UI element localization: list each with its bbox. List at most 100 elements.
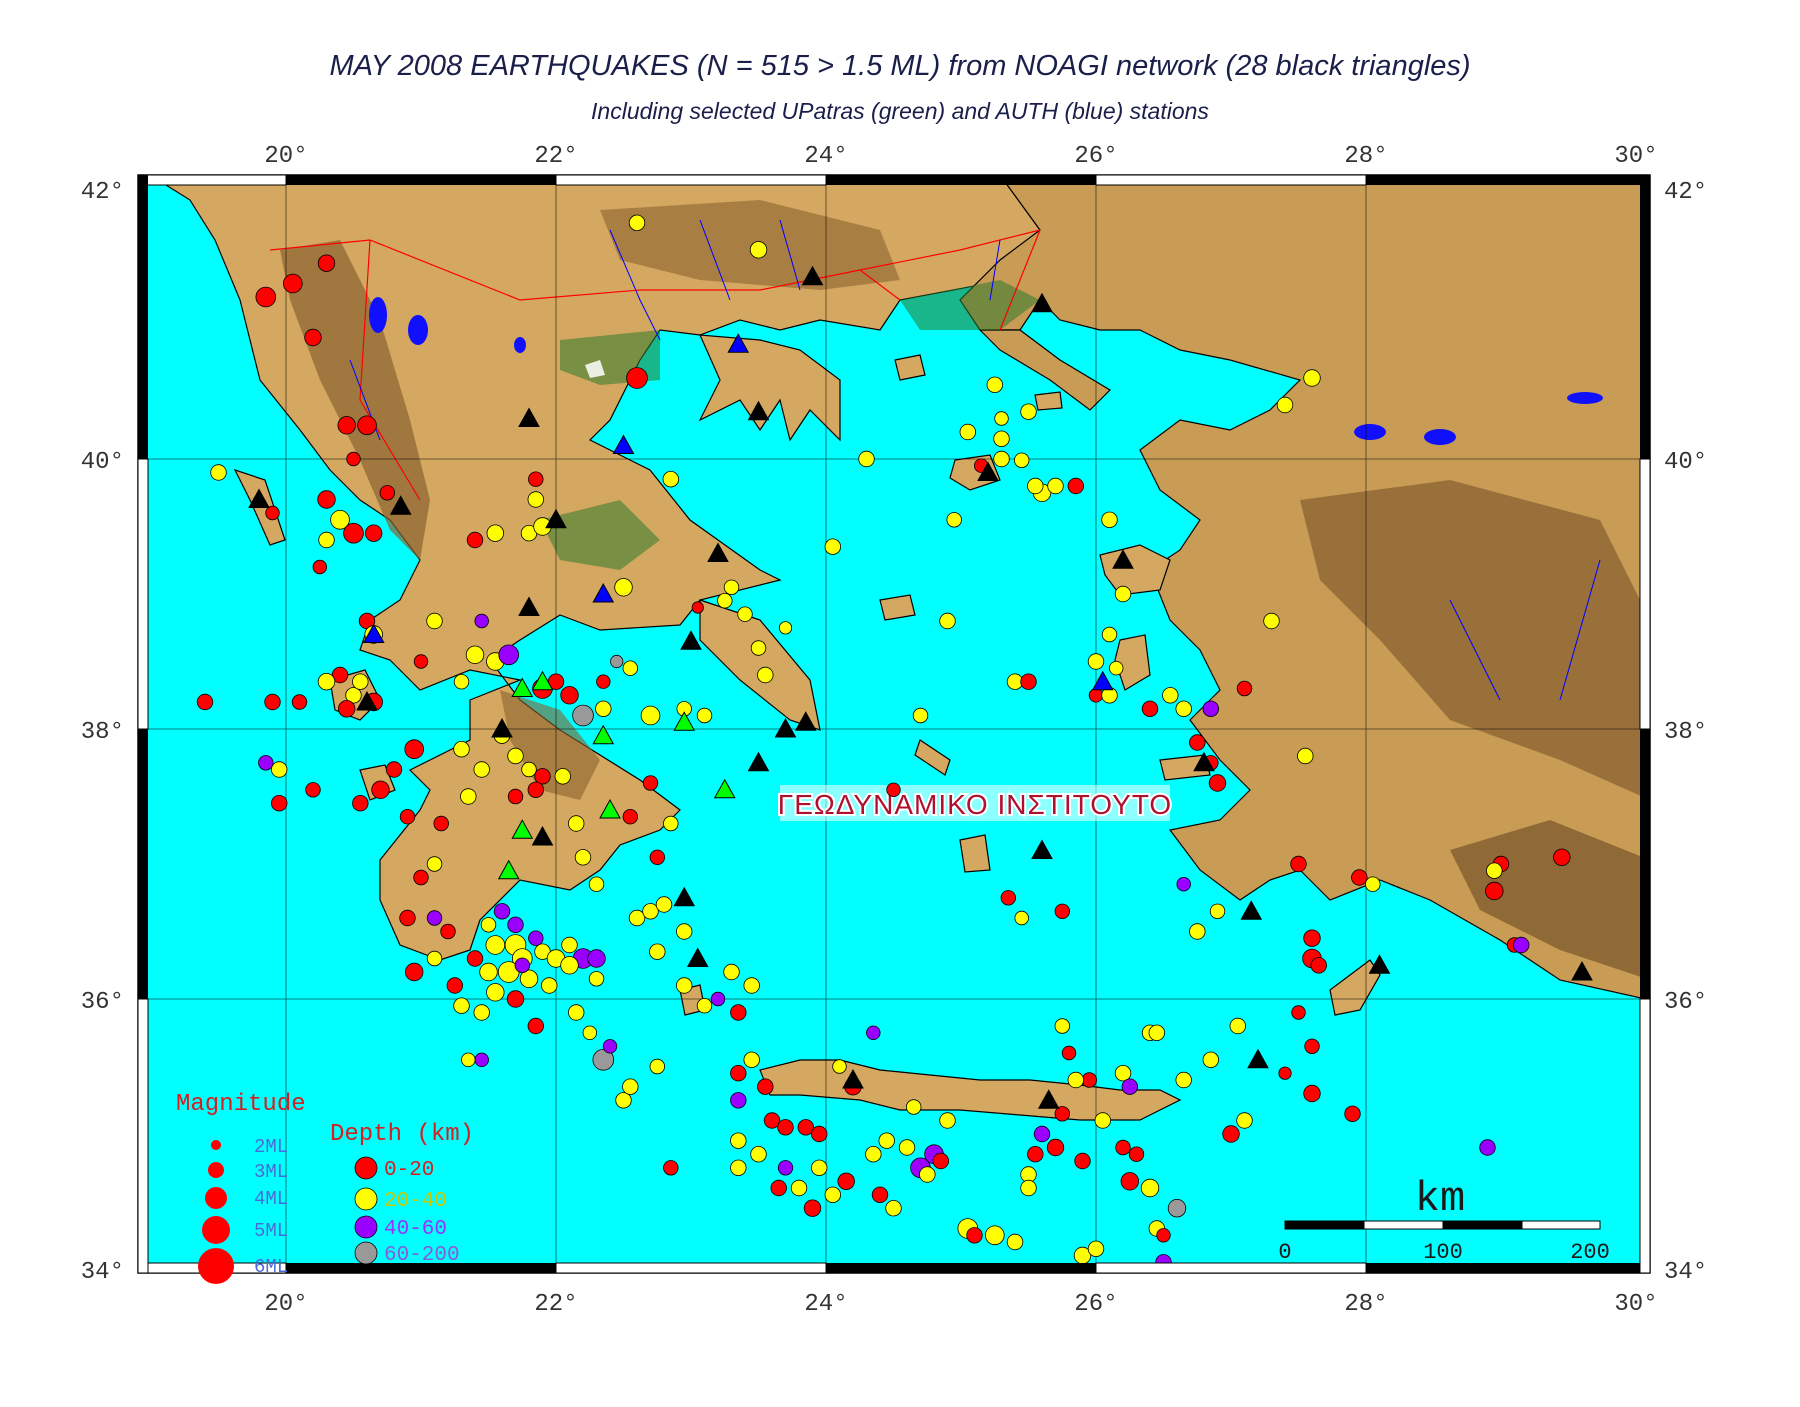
legend-depth-title: Depth (km)	[330, 1121, 474, 1148]
earthquake-marker	[871, 1186, 889, 1204]
earthquake-marker	[1162, 687, 1179, 704]
earthquake-marker	[596, 674, 611, 689]
earthquake-marker	[1054, 1106, 1071, 1122]
earthquake-marker	[696, 998, 713, 1014]
auth-station-marker	[612, 434, 635, 454]
earthquake-marker	[885, 1199, 902, 1217]
earthquake-marker	[440, 923, 456, 940]
earthquake-marker	[474, 613, 489, 629]
earthquake-marker	[1014, 910, 1029, 926]
earthquake-marker	[717, 593, 733, 609]
earthquake-marker	[282, 273, 303, 294]
earthquake-marker	[696, 707, 713, 724]
land-naxos	[959, 834, 991, 873]
earthquake-marker	[446, 977, 464, 994]
earthquake-marker	[1033, 1125, 1051, 1143]
earthquake-marker	[399, 909, 416, 927]
upatras-station-marker	[673, 711, 696, 731]
earthquake-marker	[777, 1119, 794, 1136]
earthquake-marker	[527, 1017, 545, 1035]
land-crete	[759, 1059, 1182, 1121]
earthquake-marker	[466, 950, 484, 967]
earthquake-marker	[426, 950, 443, 967]
earthquake-marker	[582, 1025, 598, 1041]
earthquake-marker	[265, 505, 280, 521]
map-title: MAY 2008 EARTHQUAKES (N = 515 > 1.5 ML) …	[329, 50, 1471, 82]
earthquake-marker	[465, 645, 485, 665]
lon-label: 22°	[534, 143, 577, 170]
earthquake-marker	[757, 1078, 774, 1095]
earthquake-marker	[676, 977, 693, 994]
earthquake-marker	[730, 1064, 747, 1082]
earthquake-marker	[750, 1145, 767, 1163]
earthquake-marker	[939, 612, 956, 630]
earthquake-marker	[865, 1145, 882, 1163]
legend-depth-label: 20-40	[384, 1190, 447, 1213]
lat-label: 38°	[81, 719, 124, 746]
earthquake-marker	[541, 977, 558, 994]
earthquake-marker	[534, 768, 551, 785]
earthquake-marker	[1176, 877, 1191, 892]
earthquake-marker	[993, 430, 1010, 448]
legend-depth-label: 40-60	[384, 1218, 447, 1241]
earthquake-marker	[1094, 1112, 1112, 1129]
lat-labels-right: 42° 40° 38° 36° 34°	[1664, 179, 1707, 1286]
legend-depth-label: 60-200	[384, 1244, 460, 1267]
earthquake-marker	[649, 943, 666, 960]
earthquake-marker	[479, 962, 498, 982]
scale-bar-segment	[1363, 1220, 1444, 1230]
noagi-station-marker	[686, 947, 709, 967]
earthquake-marker	[1014, 452, 1030, 469]
lon-label: 28°	[1344, 1291, 1387, 1318]
lon-label: 28°	[1344, 143, 1387, 170]
earthquake-marker	[426, 612, 443, 630]
earthquake-marker	[1175, 1071, 1192, 1089]
upatras-station-marker	[599, 798, 621, 819]
legend-mag-symbol	[208, 1162, 224, 1178]
earthquake-marker	[723, 579, 740, 596]
lake-sapanca	[1567, 392, 1603, 404]
earthquake-marker	[1101, 626, 1118, 643]
earthquake-marker	[572, 704, 594, 727]
earthquake-marker	[318, 531, 335, 549]
earthquake-marker	[1121, 1078, 1139, 1095]
earthquakes-layer	[196, 214, 1571, 1271]
earthquake-marker	[691, 601, 704, 614]
earthquake-marker	[1297, 747, 1314, 765]
noagi-station-marker	[356, 690, 378, 711]
earthquake-marker	[514, 957, 531, 974]
lake-vegoritida	[514, 337, 526, 353]
upatras-station-marker	[713, 778, 736, 799]
earthquake-marker	[521, 761, 537, 778]
earthquake-marker	[777, 1160, 794, 1176]
earthquake-marker	[592, 1049, 615, 1071]
legend-depth-symbol	[354, 1241, 378, 1265]
noagi-station-marker	[747, 400, 770, 421]
scale-bar-unit: km	[1415, 1175, 1465, 1223]
earthquake-marker	[1365, 876, 1381, 892]
lon-label: 26°	[1074, 143, 1117, 170]
earthquake-marker	[453, 674, 470, 690]
earthquake-marker	[1088, 688, 1104, 703]
map-subtitle: Including selected UPatras (green) and A…	[591, 98, 1209, 124]
land-samos	[1159, 754, 1211, 781]
earthquake-marker	[824, 538, 842, 555]
lat-labels-left: 42° 40° 38° 36° 34°	[81, 179, 124, 1286]
legend-mag-label: 5ML	[254, 1220, 288, 1242]
land-samothraki	[1034, 391, 1063, 411]
earthquake-marker	[1101, 511, 1118, 529]
auth-station-marker	[727, 333, 750, 353]
earthquake-marker	[258, 755, 274, 771]
scale-bar-tick: 200	[1570, 1240, 1610, 1265]
earthquake-marker	[615, 1092, 632, 1109]
earthquake-marker	[588, 876, 605, 892]
earthquake-marker	[371, 780, 390, 800]
earthquake-marker	[196, 693, 214, 711]
lat-label: 36°	[81, 989, 124, 1016]
lat-label: 40°	[1664, 449, 1707, 476]
earthquake-marker	[595, 700, 612, 718]
lon-label: 26°	[1074, 1291, 1117, 1318]
land-andros	[914, 739, 951, 776]
earthquake-marker	[730, 1159, 747, 1177]
